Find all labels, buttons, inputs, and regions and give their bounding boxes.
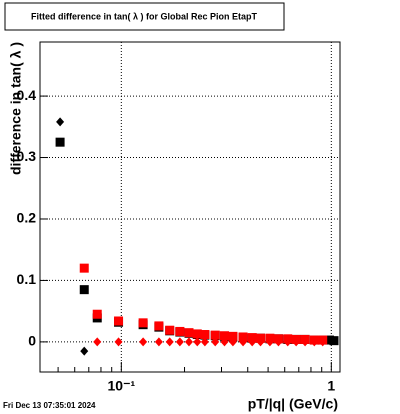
y-tick-label: 0.1 <box>17 271 37 287</box>
diamond-marker <box>265 337 274 347</box>
square-marker <box>219 331 229 341</box>
diamond-marker <box>248 337 257 347</box>
chart-title: Fitted difference in tan( λ ) for Global… <box>31 11 258 21</box>
diamond-marker <box>228 337 237 347</box>
diamond-marker <box>220 337 229 347</box>
diamond-marker <box>175 337 184 347</box>
diamond-marker <box>211 337 220 347</box>
square-marker <box>55 137 65 147</box>
x-axis-label: pT/|q| (GeV/c) <box>248 396 338 412</box>
y-tick-label: 0.3 <box>17 148 37 164</box>
square-marker <box>184 328 194 338</box>
square-marker <box>79 263 89 273</box>
diamond-marker <box>154 337 163 347</box>
square-marker <box>200 330 210 340</box>
square-marker <box>329 336 339 346</box>
square-marker <box>210 330 220 340</box>
diamond-marker <box>283 337 292 347</box>
diamond-marker <box>256 337 265 347</box>
diamond-marker <box>200 337 209 347</box>
square-marker <box>154 321 164 331</box>
diamond-marker <box>310 337 319 347</box>
diamond-marker <box>274 337 283 347</box>
diamond-marker <box>56 117 65 127</box>
square-marker <box>92 309 102 319</box>
title-box <box>4 2 285 31</box>
diamond-marker <box>301 337 310 347</box>
y-axis-label: difference in tan( λ ) <box>8 42 24 175</box>
diamond-marker <box>318 337 327 347</box>
footer-date: Fri Dec 13 07:35:01 2024 <box>3 401 96 410</box>
square-marker <box>114 316 124 326</box>
diamond-marker <box>114 337 123 347</box>
square-marker <box>175 326 185 336</box>
square-marker <box>324 335 334 345</box>
diamond-marker <box>80 346 89 356</box>
y-tick-label: 0.4 <box>17 87 37 103</box>
x-tick-label: 1 <box>327 378 335 394</box>
y-tick-label: 0.2 <box>17 210 37 226</box>
diamond-marker <box>239 337 248 347</box>
diamond-marker <box>184 337 193 347</box>
square-marker <box>192 329 202 339</box>
plot-frame <box>39 41 341 373</box>
square-marker <box>228 331 238 341</box>
square-marker <box>79 285 89 295</box>
x-tick-label: 10⁻¹ <box>108 378 136 394</box>
diamond-marker <box>165 337 174 347</box>
y-tick-label: 0 <box>28 333 36 349</box>
diamond-marker <box>93 337 102 347</box>
square-marker <box>165 325 175 335</box>
square-marker <box>238 332 248 342</box>
diamond-marker <box>292 337 301 347</box>
diamond-marker <box>193 337 202 347</box>
square-marker <box>138 318 148 328</box>
diamond-marker <box>139 337 148 347</box>
